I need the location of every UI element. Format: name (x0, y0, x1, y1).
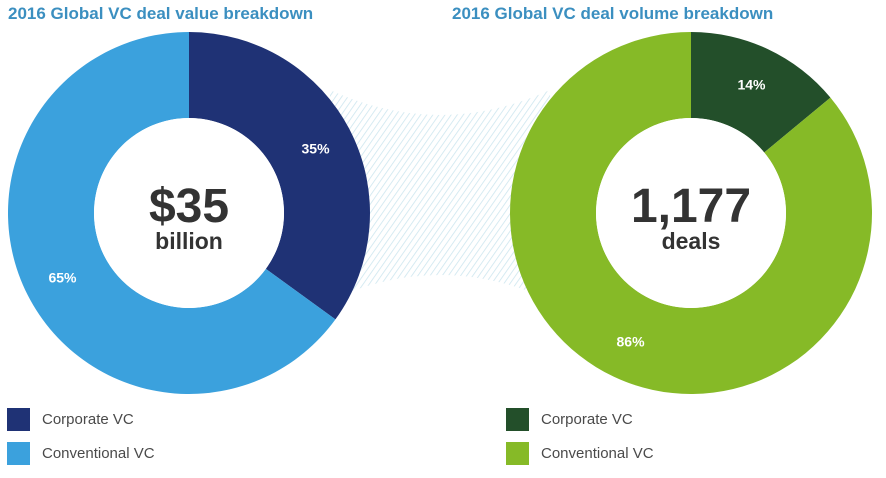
value-legend-corporate: Corporate VC (7, 408, 134, 431)
volume-legend-conventional-label: Conventional VC (541, 445, 654, 462)
value-legend-conventional-label: Conventional VC (42, 445, 155, 462)
volume-legend-corporate-swatch (506, 408, 529, 431)
value-donut-hole (94, 118, 284, 308)
value-center-unit: billion (155, 228, 223, 254)
value-legend-conventional-swatch (7, 442, 30, 465)
volume-slice-label-corporate: 14% (737, 77, 766, 93)
volume-legend-corporate: Corporate VC (506, 408, 633, 431)
volume-chart-title: 2016 Global VC deal volume breakdown (452, 4, 774, 23)
volume-legend-conventional: Conventional VC (506, 442, 654, 465)
volume-slice-conventional (510, 32, 872, 394)
value-legend-conventional: Conventional VC (7, 442, 155, 465)
value-legend-corporate-label: Corporate VC (42, 411, 134, 428)
volume-slice-label-conventional: 86% (617, 333, 646, 349)
connector-hatch (330, 90, 550, 300)
value-chart-title: 2016 Global VC deal value breakdown (8, 4, 314, 23)
volume-legend-corporate-label: Corporate VC (541, 411, 633, 428)
volume-center-number: 1,177 (631, 180, 751, 233)
volume-donut-hole (596, 118, 786, 308)
value-slice-label-conventional: 65% (48, 269, 77, 285)
volume-center-unit: deals (662, 228, 721, 254)
volume-legend-conventional-swatch (506, 442, 529, 465)
value-slice-label-corporate: 35% (302, 141, 331, 157)
volume-slice-corporate (691, 32, 831, 153)
value-center-number: $35 (149, 180, 229, 233)
value-legend-corporate-swatch (7, 408, 30, 431)
value-donut: 35% 65% (7, 32, 370, 394)
value-slice-conventional (7, 32, 336, 394)
value-slice-corporate (189, 32, 370, 320)
volume-donut: 14% 86% (510, 32, 872, 394)
